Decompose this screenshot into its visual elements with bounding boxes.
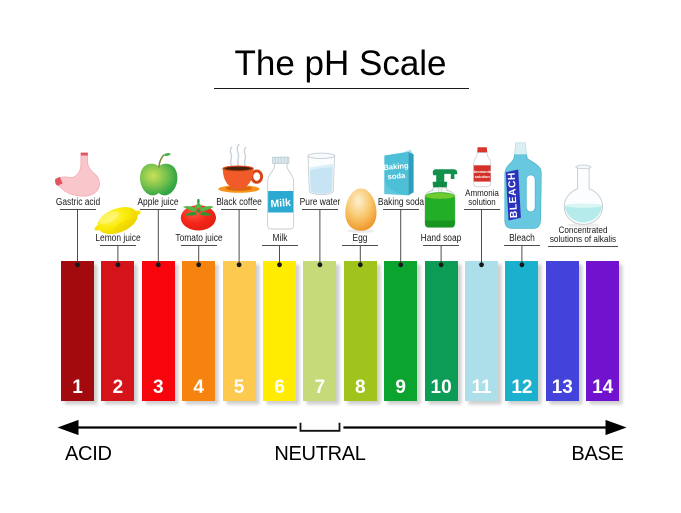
svg-text:solution: solution <box>475 174 491 179</box>
svg-text:Milk: Milk <box>270 197 291 210</box>
svg-text:Ammonia: Ammonia <box>473 169 492 174</box>
svg-text:BLEACH: BLEACH <box>507 172 521 219</box>
svg-text:soda: soda <box>387 171 406 182</box>
svg-text:Baking: Baking <box>383 161 409 172</box>
